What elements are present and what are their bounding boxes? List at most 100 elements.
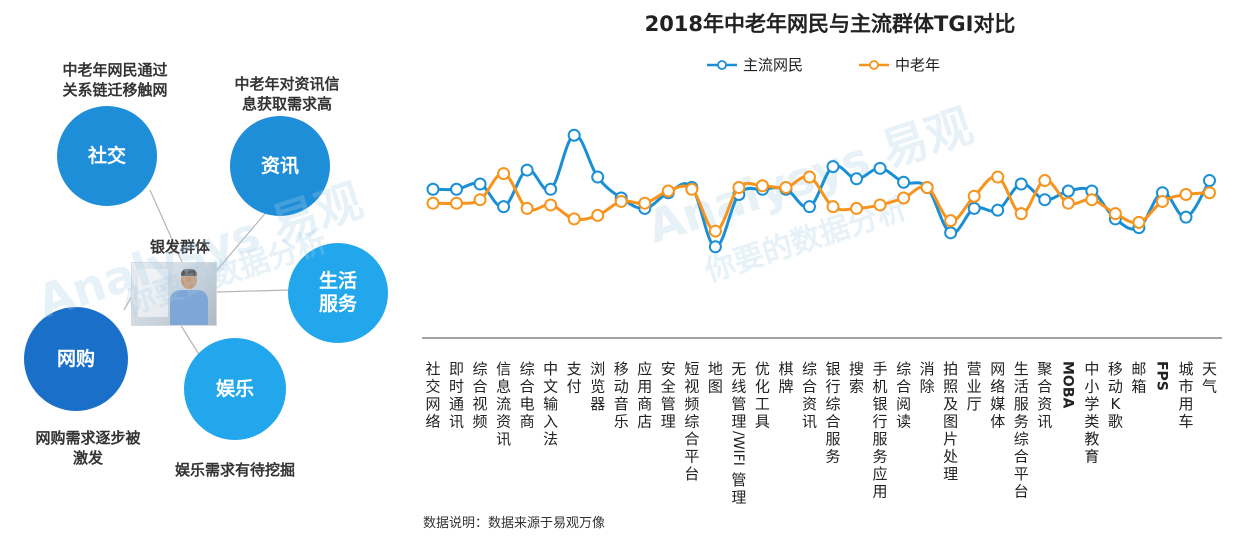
x-tick-label-1: 即时通讯: [449, 360, 464, 431]
data-point-s1-26: [1038, 174, 1052, 188]
data-point-s1-5: [544, 198, 558, 212]
x-tick-label-24: 网络媒体: [990, 360, 1005, 431]
data-point-s0-18: [850, 172, 864, 186]
data-point-s0-27: [1061, 184, 1075, 198]
connector-lines: [123, 189, 291, 357]
x-tick-latin-13: /WIFI: [730, 431, 746, 466]
x-tick-label-7: 浏览器: [590, 360, 605, 413]
data-point-s1-7: [591, 208, 605, 222]
chart-title: 2018年中老年网民与主流群体TGI对比: [644, 12, 1016, 36]
data-point-s0-24: [991, 203, 1005, 217]
data-point-s0-7: [591, 170, 605, 184]
data-point-s0-5: [544, 182, 558, 196]
data-point-s1-17: [826, 200, 840, 214]
x-tick-label-4: 综合电商: [520, 360, 535, 431]
data-point-s1-9: [638, 196, 652, 210]
legend-item-mainstream: 主流网民: [706, 54, 803, 75]
data-point-s1-14: [755, 179, 769, 193]
data-point-s1-10: [661, 184, 675, 198]
x-tick-label-29: 移动 K 歌: [1108, 360, 1123, 431]
data-point-s0-0: [426, 182, 440, 196]
x-tick-label-2: 综合视频: [473, 360, 488, 431]
data-point-s1-25: [1014, 207, 1028, 221]
x-tick-label-13: 无线管理管理: [731, 360, 746, 505]
x-tick-label-25: 生活服务综合平台: [1014, 360, 1029, 501]
data-point-s0-22: [944, 226, 958, 240]
connector-shopping: [123, 295, 133, 311]
data-point-s0-16: [802, 200, 816, 214]
data-point-s0-12: [708, 240, 722, 254]
bubble-info: 资讯: [230, 116, 330, 216]
data-point-s1-3: [497, 167, 511, 181]
data-point-s1-2: [473, 193, 487, 207]
bubble-social: 社交: [57, 106, 157, 206]
tgi-line-chart: 社交网络即时通讯综合视频信息流资讯综合电商中文输入法支付浏览器移动音乐应用商店安…: [422, 128, 1222, 505]
x-tick-label-22: 拍照及图片处理: [943, 360, 958, 483]
data-point-s1-4: [520, 201, 534, 215]
x-tick-label-20: 综合阅读: [896, 360, 911, 431]
footnote: 数据说明：数据来源于易观万像: [423, 516, 606, 531]
data-point-s0-4: [520, 163, 534, 177]
bubble-entertainment: 娱乐: [184, 338, 286, 440]
connector-entertainment: [179, 323, 201, 357]
x-tick-label-10: 安全管理: [661, 360, 676, 431]
bubble-life-service: 生活 服务: [288, 243, 388, 343]
data-point-s1-22: [944, 214, 958, 228]
data-point-s0-20: [897, 175, 911, 189]
x-tick-label-12: 地图: [708, 360, 723, 396]
silver-group-infographic: 中老年网民通过 关系链迁移触网 中老年对资讯信 息获取需求高 网购需求逐步被 激…: [0, 0, 420, 542]
data-point-s1-11: [685, 182, 699, 196]
legend-label-mainstream: 主流网民: [743, 56, 804, 74]
data-point-s1-32: [1179, 187, 1193, 201]
x-tick-label-28: 中小学类教育: [1084, 360, 1099, 466]
data-point-s0-26: [1038, 193, 1052, 207]
x-tick-label-21: 消除: [920, 360, 935, 396]
x-tick-label-17: 银行综合服务: [826, 360, 841, 466]
data-point-s0-32: [1179, 210, 1193, 224]
x-tick-label-26: 聚合资讯: [1037, 360, 1052, 431]
data-point-s1-0: [426, 196, 440, 210]
data-point-s1-33: [1202, 186, 1216, 200]
data-point-s1-8: [614, 194, 628, 208]
x-tick-label-19: 手机银行服务应用: [873, 360, 888, 501]
legend-line-marker-icon: [707, 59, 737, 70]
center-label: 银发群体: [150, 238, 211, 256]
data-point-s1-20: [897, 191, 911, 205]
x-tick-label-11: 短视频综合平台: [684, 360, 699, 483]
x-tick-latin-31: FPS: [1153, 361, 1169, 391]
note-entertainment: 娱乐需求有待挖掘: [174, 461, 295, 479]
data-point-s1-27: [1061, 196, 1075, 210]
legend-label-senior: 中老年: [895, 56, 941, 74]
x-tick-label-6: 支付: [567, 360, 582, 396]
x-tick-label-0: 社交网络: [425, 360, 440, 431]
data-point-s1-6: [567, 212, 581, 226]
connector-life: [215, 289, 291, 293]
data-point-s1-19: [873, 198, 887, 212]
data-point-s1-21: [920, 181, 934, 195]
note-info: 中老年对资讯信 息获取需求高: [234, 75, 340, 114]
x-tick-label-3: 信息流资讯: [496, 360, 511, 448]
x-tick-label-15: 棋牌: [778, 360, 793, 396]
data-point-s0-1: [450, 182, 464, 196]
note-social: 中老年网民通过 关系链迁移触网: [62, 61, 168, 100]
x-tick-label-9: 应用商店: [637, 360, 652, 431]
x-tick-label-33: 天气: [1202, 360, 1217, 396]
x-tick-label-16: 综合资讯: [802, 360, 817, 431]
data-point-s1-24: [991, 170, 1005, 184]
data-point-s1-28: [1085, 193, 1099, 207]
data-point-s0-25: [1014, 177, 1028, 191]
x-tick-latin-27: MOBA: [1059, 361, 1075, 409]
legend-line-marker-icon: [859, 59, 889, 70]
legend-item-senior: 中老年: [858, 54, 940, 75]
data-point-s1-30: [1132, 215, 1146, 229]
data-point-s0-2: [473, 177, 487, 191]
data-point-s0-6: [567, 128, 581, 142]
data-point-s1-13: [732, 181, 746, 195]
data-point-s1-31: [1155, 194, 1169, 208]
data-point-s0-33: [1202, 174, 1216, 188]
x-tick-label-18: 搜索: [849, 360, 864, 396]
series-line-0: [432, 133, 1211, 249]
x-tick-label-32: 城市用车: [1178, 360, 1193, 431]
series-line-1: [432, 172, 1210, 233]
data-point-s1-18: [850, 201, 864, 215]
